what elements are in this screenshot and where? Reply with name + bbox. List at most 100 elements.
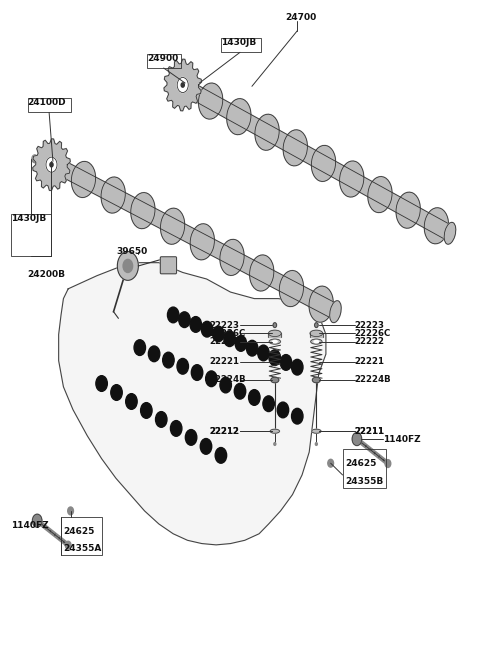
Ellipse shape xyxy=(339,161,364,197)
Text: 24625: 24625 xyxy=(345,459,376,468)
Circle shape xyxy=(291,408,303,424)
Circle shape xyxy=(170,420,182,436)
Text: 22221: 22221 xyxy=(209,358,239,366)
Ellipse shape xyxy=(160,208,185,244)
Ellipse shape xyxy=(271,377,279,382)
Ellipse shape xyxy=(101,177,125,213)
Circle shape xyxy=(273,323,276,327)
Ellipse shape xyxy=(368,176,392,213)
Bar xyxy=(221,38,262,52)
Circle shape xyxy=(280,355,292,370)
Bar xyxy=(28,98,71,112)
Circle shape xyxy=(181,83,184,87)
Ellipse shape xyxy=(309,286,333,322)
Circle shape xyxy=(235,336,247,351)
Text: 22224B: 22224B xyxy=(355,375,391,384)
Circle shape xyxy=(177,77,188,92)
Circle shape xyxy=(123,259,132,272)
Text: 22212: 22212 xyxy=(209,426,239,436)
Bar xyxy=(11,214,51,256)
Circle shape xyxy=(246,340,258,356)
Text: 22222: 22222 xyxy=(355,337,384,346)
Ellipse shape xyxy=(424,208,448,244)
Polygon shape xyxy=(33,139,70,190)
Circle shape xyxy=(111,384,122,400)
Ellipse shape xyxy=(279,270,303,306)
Circle shape xyxy=(224,331,235,346)
Circle shape xyxy=(205,371,217,386)
Circle shape xyxy=(134,340,145,356)
Text: 22222: 22222 xyxy=(209,337,239,346)
Ellipse shape xyxy=(227,98,251,134)
Circle shape xyxy=(156,411,167,427)
Text: 24100D: 24100D xyxy=(28,98,66,107)
Ellipse shape xyxy=(315,443,317,445)
Bar xyxy=(310,333,323,337)
Polygon shape xyxy=(59,262,326,545)
Ellipse shape xyxy=(72,161,96,197)
Text: 22223: 22223 xyxy=(209,321,239,329)
Ellipse shape xyxy=(268,330,281,337)
Text: 22223: 22223 xyxy=(355,321,384,329)
Ellipse shape xyxy=(396,192,420,228)
Text: 22224B: 22224B xyxy=(209,375,246,384)
Circle shape xyxy=(258,345,269,361)
Circle shape xyxy=(179,312,190,327)
Circle shape xyxy=(263,396,275,411)
Ellipse shape xyxy=(283,130,307,166)
Text: 22226C: 22226C xyxy=(355,329,391,338)
Circle shape xyxy=(68,507,73,515)
Ellipse shape xyxy=(330,300,341,323)
Ellipse shape xyxy=(269,339,280,344)
Circle shape xyxy=(163,352,174,368)
Ellipse shape xyxy=(444,222,456,244)
Circle shape xyxy=(192,365,203,380)
Circle shape xyxy=(328,459,334,467)
Ellipse shape xyxy=(255,114,279,150)
Circle shape xyxy=(148,346,160,361)
Circle shape xyxy=(96,376,108,392)
Circle shape xyxy=(126,394,137,409)
Text: 24200B: 24200B xyxy=(28,270,66,279)
Circle shape xyxy=(32,155,37,163)
Circle shape xyxy=(46,157,57,173)
Text: 24900: 24900 xyxy=(147,54,178,64)
Text: 24355B: 24355B xyxy=(345,477,383,486)
Text: 1430JB: 1430JB xyxy=(11,214,46,223)
Ellipse shape xyxy=(312,146,336,182)
Ellipse shape xyxy=(273,340,277,342)
Circle shape xyxy=(213,326,224,342)
Text: 24625: 24625 xyxy=(63,527,95,537)
Ellipse shape xyxy=(312,377,320,382)
Bar xyxy=(343,449,385,488)
Circle shape xyxy=(168,307,179,323)
Circle shape xyxy=(234,383,246,399)
Bar xyxy=(147,54,181,68)
Ellipse shape xyxy=(198,83,223,119)
Polygon shape xyxy=(176,75,452,241)
Ellipse shape xyxy=(314,340,319,342)
Circle shape xyxy=(33,514,42,527)
Circle shape xyxy=(65,541,71,549)
Circle shape xyxy=(269,350,280,365)
Polygon shape xyxy=(48,154,337,319)
Circle shape xyxy=(177,358,189,374)
Text: 24700: 24700 xyxy=(285,13,317,22)
Circle shape xyxy=(141,403,152,419)
Circle shape xyxy=(190,317,202,333)
Circle shape xyxy=(249,390,260,405)
Circle shape xyxy=(117,251,138,280)
Circle shape xyxy=(385,460,391,468)
Circle shape xyxy=(314,323,318,327)
Text: 1430JB: 1430JB xyxy=(221,38,256,47)
Text: 22226C: 22226C xyxy=(209,329,245,338)
Circle shape xyxy=(215,447,227,463)
Ellipse shape xyxy=(131,193,155,229)
Text: 22211: 22211 xyxy=(355,426,384,436)
Circle shape xyxy=(50,163,53,167)
Bar xyxy=(61,518,102,556)
Circle shape xyxy=(277,402,288,418)
Text: 39650: 39650 xyxy=(116,247,147,256)
Text: 1140FZ: 1140FZ xyxy=(383,434,421,443)
Ellipse shape xyxy=(270,429,279,433)
